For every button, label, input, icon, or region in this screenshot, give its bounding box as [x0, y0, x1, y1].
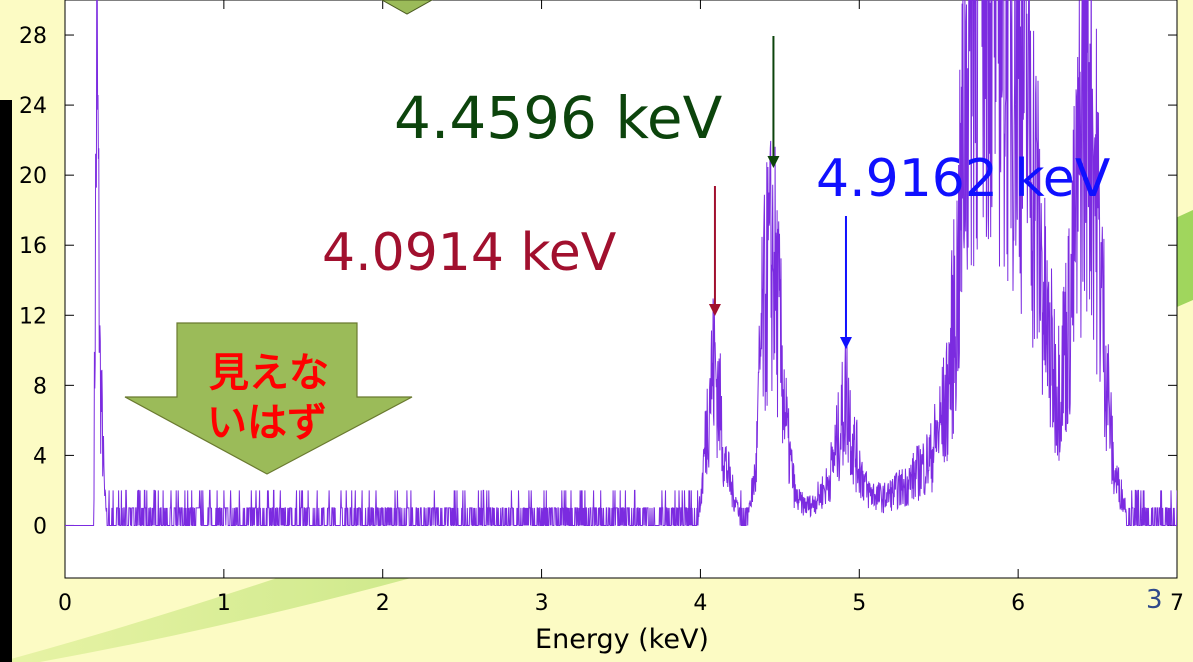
x-tick-label: 1: [217, 591, 231, 616]
y-tick-label: 16: [19, 234, 47, 259]
peak-annotations: 4.4596 keV 4.0914 keV 4.9162 keV: [322, 36, 1111, 349]
callout-line-1: 見えな: [209, 350, 329, 396]
left-edge-bar: [0, 100, 12, 662]
peak-label: 4.4596 keV: [394, 84, 723, 152]
spectrum-line: [65, 0, 1177, 526]
y-tick-label: 0: [33, 514, 47, 539]
page-number: 3: [1146, 585, 1163, 615]
x-tick-label: 4: [693, 591, 707, 616]
y-tick-label: 8: [33, 374, 47, 399]
x-axis-label: Energy (keV): [535, 624, 709, 655]
callout-arrow-shape: [124, 322, 413, 475]
y-tick-label: 12: [19, 304, 47, 329]
peak-arrow-head: [708, 304, 721, 316]
peak-arrow-head: [839, 337, 852, 349]
x-tick-label: 2: [376, 591, 390, 616]
peak-label: 4.0914 keV: [322, 223, 617, 283]
y-tick-label: 28: [19, 24, 47, 49]
peak-arrow-head: [767, 156, 780, 168]
top-arrow-tip: [380, 0, 434, 15]
x-tick-label: 3: [535, 591, 549, 616]
x-tick-label: 5: [852, 591, 866, 616]
y-tick-label: 20: [19, 164, 47, 189]
x-tick-label: 7: [1170, 591, 1184, 616]
y-tick-label: 4: [33, 444, 47, 469]
callout-line-2: いはず: [207, 400, 327, 446]
spectrum-series: [65, 0, 1177, 526]
x-tick-label: 0: [58, 591, 72, 616]
y-tick-label: 24: [19, 94, 47, 119]
x-tick-label: 6: [1011, 591, 1025, 616]
peak-label: 4.9162 keV: [816, 149, 1111, 209]
